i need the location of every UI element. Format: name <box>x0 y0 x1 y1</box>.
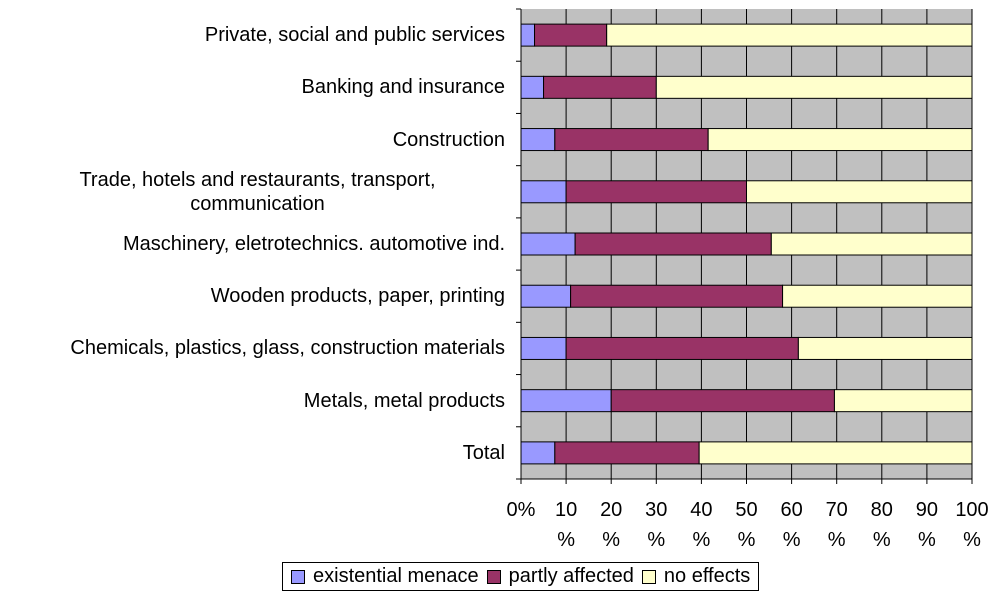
bar-segment <box>534 23 608 47</box>
bar-segment <box>707 128 973 152</box>
bar-segment <box>554 441 700 465</box>
bar-segment <box>655 75 973 99</box>
x-tick-label: 0% <box>506 499 536 521</box>
x-tick-label: 40 % <box>690 499 713 551</box>
x-tick-label: 70 % <box>825 499 848 551</box>
y-tick-label: Trade, hotels and restaurants, transport… <box>79 168 436 215</box>
x-tick-label: 80 % <box>870 499 893 551</box>
bar-segment <box>543 75 657 99</box>
bar-segment <box>565 180 747 204</box>
x-tick-label: 20 % <box>600 499 623 551</box>
legend-label: no effects <box>663 565 751 587</box>
bar-segment <box>746 180 973 204</box>
y-tick-label: Wooden products, paper, printing <box>210 285 505 308</box>
bar-segment <box>554 128 709 152</box>
bar-segment <box>520 75 545 99</box>
bar-segment <box>797 336 973 360</box>
bar-segment <box>610 389 835 413</box>
y-tick-label: Maschinery, eletrotechnics. automotive i… <box>122 233 505 255</box>
bar-segment <box>570 284 784 308</box>
bar-segment <box>574 232 772 256</box>
y-tick-label: Total <box>462 441 505 464</box>
legend-swatch <box>486 569 501 584</box>
legend-swatch <box>291 569 305 584</box>
bar-segment <box>770 232 973 256</box>
bar-segment <box>833 389 973 413</box>
y-tick-label: Metals, metal products <box>303 389 505 412</box>
x-tick-label: 10 % <box>554 499 578 551</box>
legend-item: existential menace <box>291 565 479 588</box>
bar-segment <box>520 232 576 256</box>
legend-item: partly affected <box>486 565 634 588</box>
legend: existential menace partly affected no effe… <box>282 562 760 591</box>
bar-segment <box>520 284 572 308</box>
bar-segment <box>520 23 536 47</box>
legend-label: existential menace <box>313 565 479 587</box>
y-tick-label: Private, social and public services <box>204 24 505 47</box>
y-tick-label: Construction <box>392 128 505 151</box>
x-tick-label: 100 % <box>955 499 989 551</box>
legend-item: no effects <box>641 565 751 588</box>
x-tick-label: 90 % <box>915 499 939 551</box>
bar-segment <box>606 23 973 47</box>
bar-segment <box>565 336 799 360</box>
x-tick-label: 30 % <box>645 499 668 551</box>
legend-label: partly affected <box>508 565 634 587</box>
bar-segment <box>520 389 612 413</box>
bar-segment <box>520 128 556 152</box>
x-tick-label: 50 % <box>735 499 758 551</box>
x-tick-label: 60 % <box>780 499 803 551</box>
y-tick-label: Banking and insurance <box>301 76 505 99</box>
bar-segment <box>782 284 973 308</box>
bar-segment <box>698 441 973 465</box>
bar-segment <box>520 441 556 465</box>
y-tick-label: Chemicals, plastics, glass, construction… <box>70 337 505 360</box>
legend-swatch <box>641 569 656 584</box>
bar-segment <box>520 180 567 204</box>
bar-segment <box>520 336 567 360</box>
